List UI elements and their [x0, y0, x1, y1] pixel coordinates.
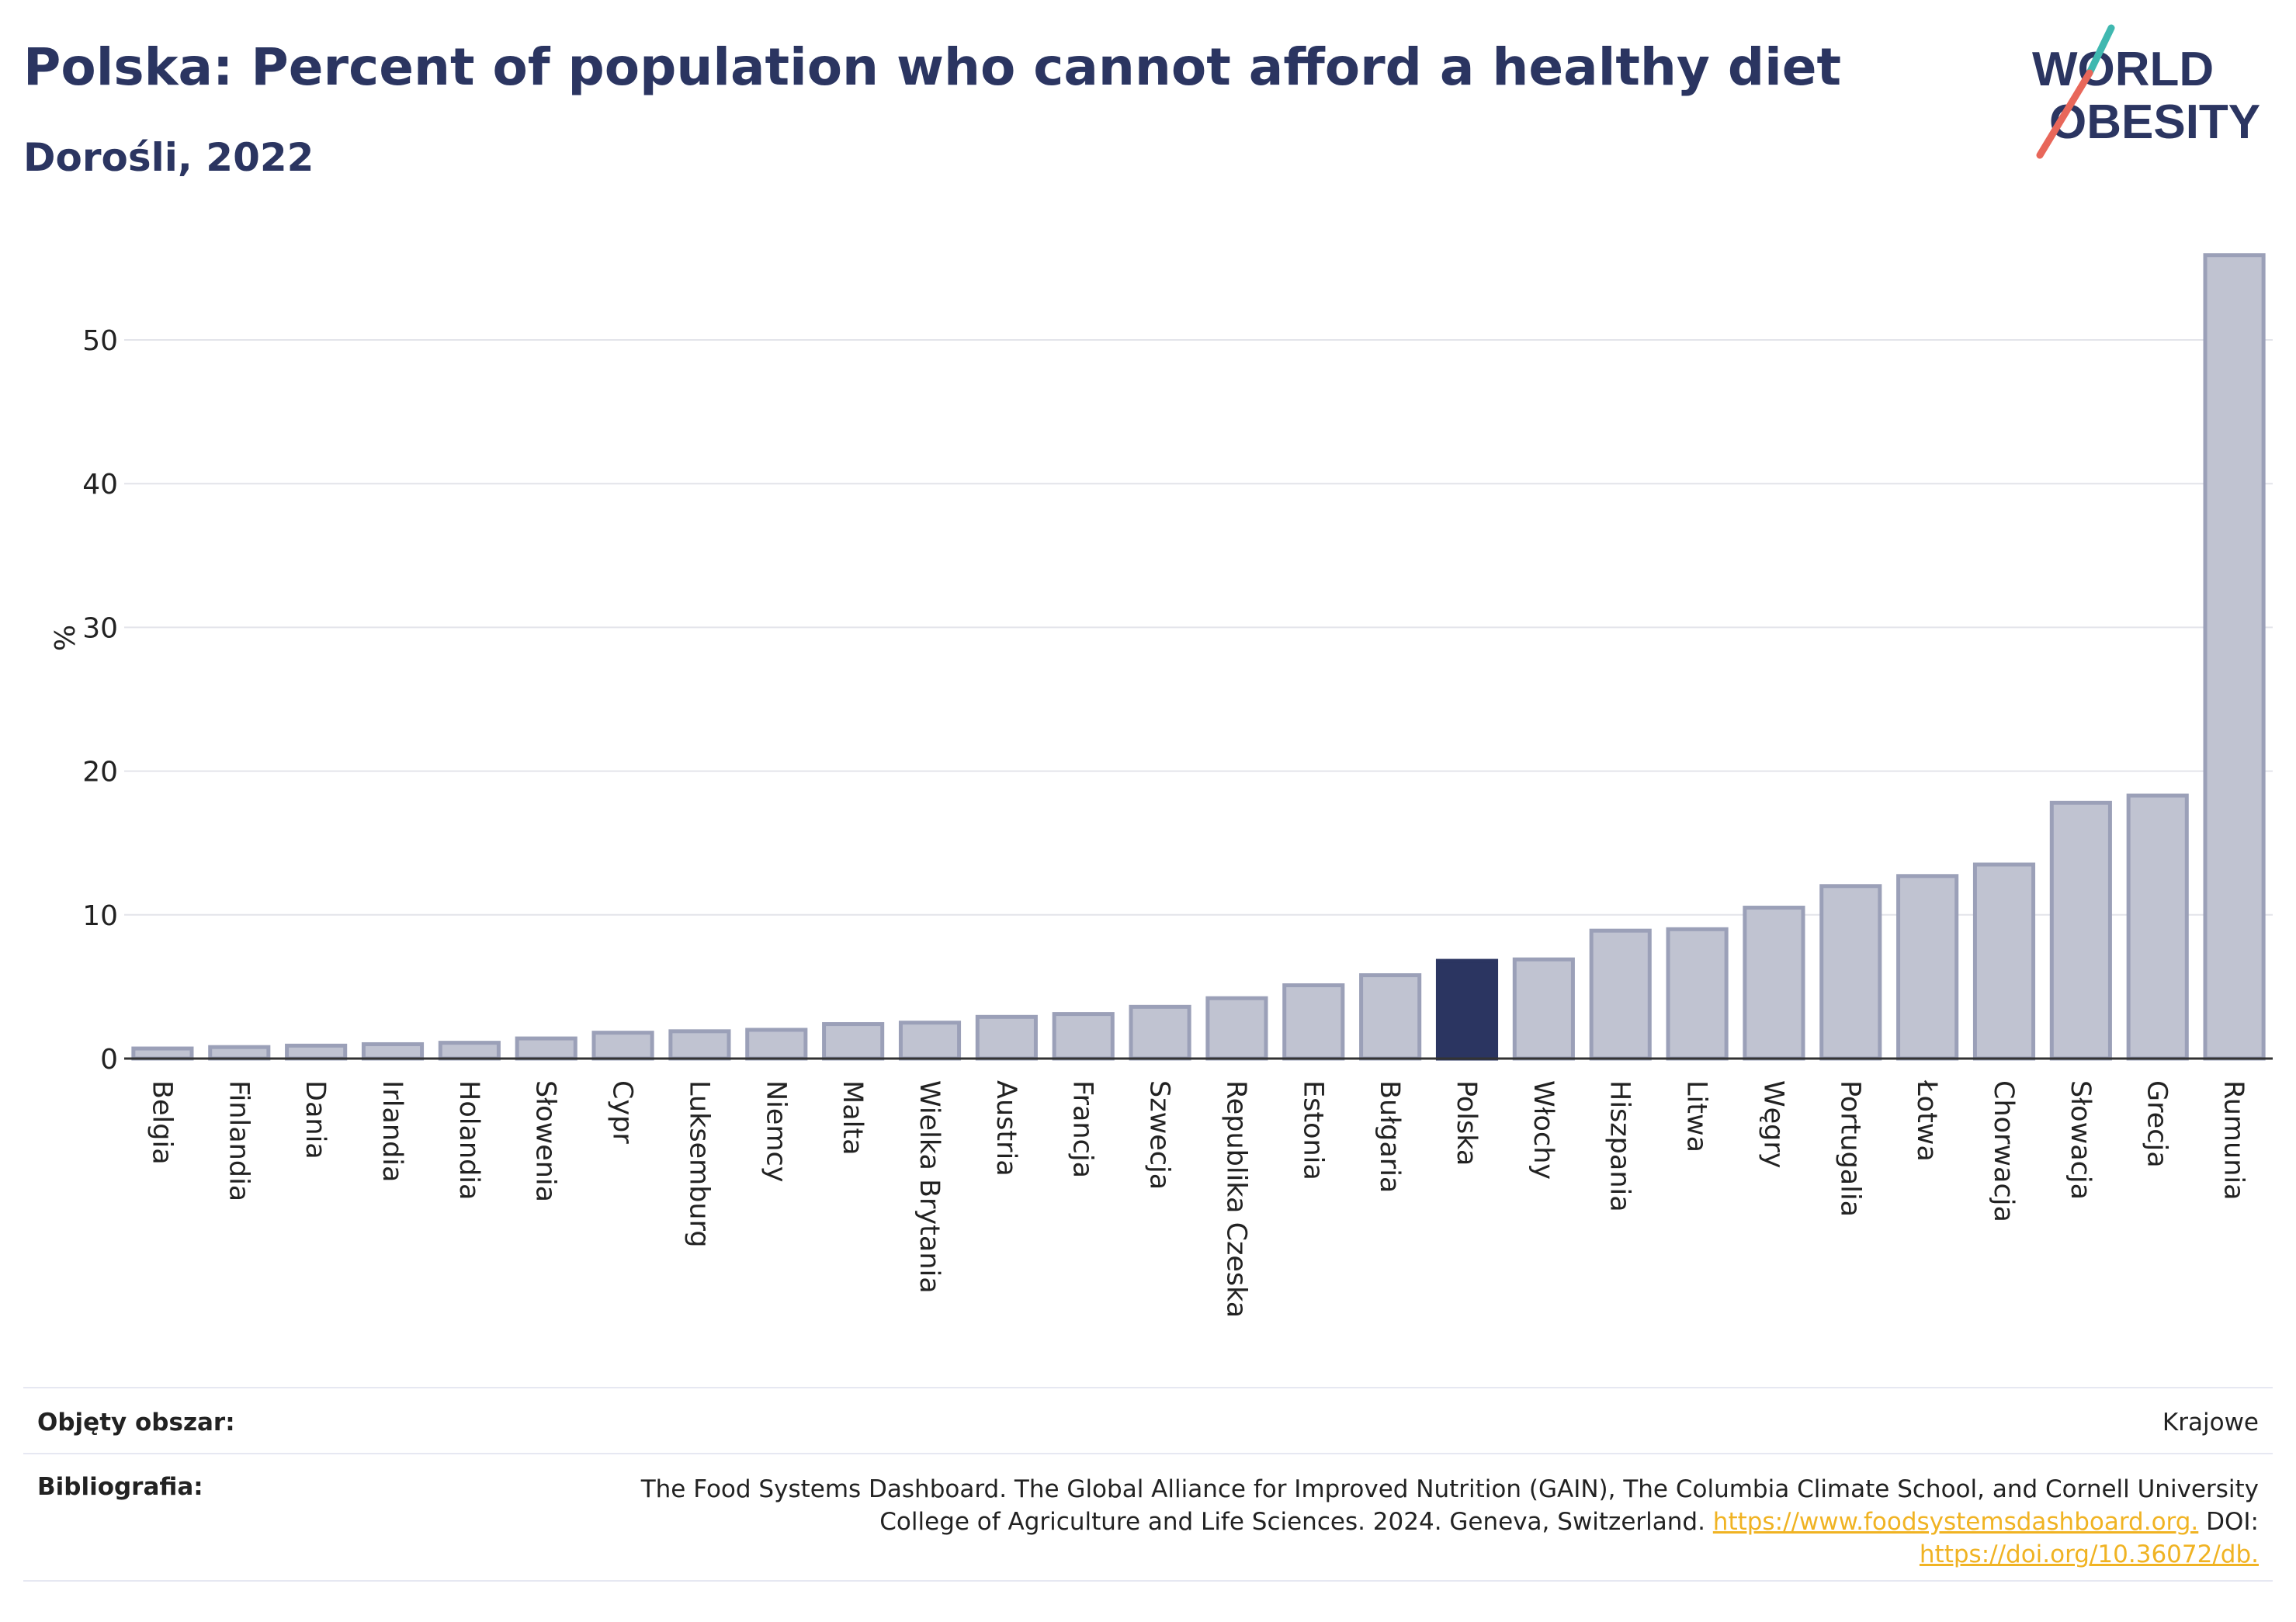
x-tick-label: Portugalia — [1834, 1080, 1865, 1217]
gridlines — [124, 339, 2273, 916]
logo-word-world: WORLD — [2032, 43, 2214, 96]
bar[interactable] — [1896, 874, 1959, 1061]
y-tick-label: 50 — [82, 325, 118, 357]
x-tick-label: Wielka Brytania — [914, 1080, 945, 1294]
y-axis-label: % — [47, 625, 79, 651]
x-tick-label: Węgry — [1757, 1080, 1788, 1168]
x-tick-label: Polska — [1451, 1080, 1482, 1166]
bar[interactable] — [131, 1046, 194, 1061]
x-tick-label: Finlandia — [223, 1080, 254, 1201]
logo-slash-teal — [2086, 24, 2115, 77]
bar[interactable] — [898, 1021, 962, 1061]
x-tick-label: Bułgaria — [1374, 1080, 1405, 1193]
x-tick-label: Austria — [990, 1080, 1021, 1177]
bar[interactable] — [822, 1022, 885, 1061]
x-tick-label: Włochy — [1528, 1080, 1559, 1180]
bar-chart: 0 10 20 30 40 50 Belgia Finlandia Dania Irlandia H… — [47, 253, 2273, 1318]
y-tick-label: 30 — [82, 612, 118, 644]
bar[interactable] — [745, 1028, 808, 1061]
logo-slash-red — [2036, 69, 2093, 159]
x-tick-label: Dania — [300, 1080, 331, 1159]
x-tick-label: Malta — [837, 1080, 868, 1156]
bibliography-line1: The Food Systems Dashboard. The Global A… — [640, 1475, 2259, 1503]
bar[interactable] — [1819, 884, 1882, 1061]
x-tick-label: Republika Czeska — [1220, 1080, 1251, 1318]
bibliography-line2: College of Agriculture and Life Sciences… — [641, 1506, 2259, 1538]
logo-word-obesity: OBESITY — [2049, 95, 2260, 149]
x-tick-label: Rumunia — [2218, 1080, 2249, 1201]
x-tick-label: Chorwacja — [1988, 1080, 2019, 1222]
x-tick-label: Hiszpania — [1604, 1080, 1635, 1212]
bar[interactable] — [438, 1041, 501, 1061]
x-tick-label: Holandia — [453, 1080, 484, 1200]
x-tick-label: Luksemburg — [683, 1080, 714, 1248]
x-tick-label: Litwa — [1681, 1080, 1712, 1152]
y-tick-label: 10 — [82, 900, 118, 932]
bar[interactable] — [975, 1014, 1038, 1061]
world-obesity-logo: WORLD OBESITY — [2032, 24, 2260, 159]
footer-divider-middle — [23, 1453, 2273, 1454]
bibliography-line2-text: College of Agriculture and Life Sciences… — [879, 1508, 1713, 1536]
bar[interactable] — [2203, 253, 2266, 1061]
bar[interactable] — [285, 1043, 348, 1061]
bibliography-line3: https://doi.org/10.36072/db. — [641, 1538, 2259, 1571]
doi-link[interactable]: https://doi.org/10.36072/db. — [1919, 1541, 2259, 1568]
bar[interactable] — [1972, 862, 2036, 1061]
bar[interactable] — [515, 1036, 577, 1061]
x-tick-label: Słowenia — [530, 1080, 561, 1202]
x-tick-label: Grecja — [2142, 1080, 2173, 1168]
x-tick-label: Niemcy — [760, 1080, 791, 1183]
bar[interactable] — [1589, 928, 1652, 1061]
bar[interactable] — [2049, 800, 2112, 1061]
bar[interactable] — [1205, 996, 1268, 1061]
y-tick-label: 40 — [82, 469, 118, 501]
bar[interactable] — [1435, 958, 1499, 1061]
bibliography-label: Bibliografia: — [37, 1473, 203, 1501]
bar[interactable] — [1129, 1004, 1191, 1061]
bar[interactable] — [1282, 983, 1345, 1061]
bar[interactable] — [2126, 793, 2189, 1061]
chart-subtitle: Dorośli, 2022 — [23, 135, 314, 180]
bar[interactable] — [591, 1031, 654, 1061]
footer-divider-top — [23, 1387, 2273, 1388]
y-tick-label: 0 — [100, 1044, 118, 1076]
bibliography-text: The Food Systems Dashboard. The Global A… — [641, 1473, 2259, 1571]
footer-divider-bottom — [23, 1580, 2273, 1582]
bar[interactable] — [1052, 1012, 1115, 1061]
bibliography-row: Bibliografia: The Food Systems Dashboard… — [23, 1473, 2273, 1589]
bars — [131, 253, 2266, 1061]
bar[interactable] — [1666, 927, 1729, 1061]
chart-title: Polska: Percent of population who cannot… — [23, 37, 1842, 97]
x-tick-label: Łotwa — [1911, 1080, 1942, 1162]
x-tick-label: Belgia — [146, 1080, 177, 1165]
bar[interactable] — [1512, 957, 1575, 1061]
coverage-value: Krajowe — [2162, 1409, 2259, 1437]
x-tick-label: Słowacja — [2065, 1080, 2096, 1200]
x-tick-label: Francja — [1067, 1080, 1098, 1178]
axes: 0 10 20 30 40 50 Belgia Finlandia Dania Irlandia H… — [82, 325, 2273, 1318]
bar[interactable] — [208, 1045, 271, 1061]
x-tick-label: Irlandia — [376, 1080, 408, 1182]
x-tick-label: Cypr — [607, 1080, 638, 1144]
bar[interactable] — [1359, 973, 1422, 1061]
coverage-label: Objęty obszar: — [37, 1409, 235, 1437]
x-tick-label: Estonia — [1297, 1080, 1328, 1180]
bar[interactable] — [1743, 906, 1805, 1061]
coverage-row: Objęty obszar: Krajowe — [23, 1409, 2273, 1447]
x-tick-label: Szwecja — [1144, 1080, 1175, 1190]
bar[interactable] — [361, 1041, 425, 1061]
y-tick-label: 20 — [82, 757, 118, 788]
dashboard-link[interactable]: https://www.foodsystemsdashboard.org. — [1712, 1508, 2199, 1536]
bar[interactable] — [668, 1029, 731, 1061]
doi-label: DOI: — [2198, 1508, 2259, 1536]
